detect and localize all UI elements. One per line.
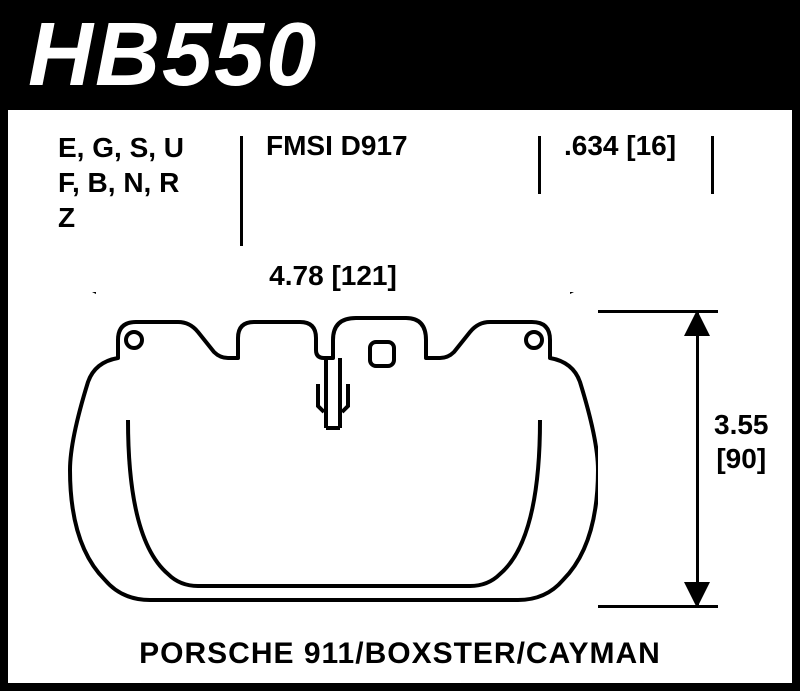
arrow-up-icon (684, 310, 710, 336)
compound-codes-line1: E, G, S, U (58, 130, 184, 165)
arrow-down-icon (684, 582, 710, 608)
height-mm: [90] (714, 442, 769, 476)
header-bar: HB550 (0, 0, 800, 110)
wear-clip (318, 384, 348, 412)
thickness: .634 [16] (564, 130, 676, 162)
compound-codes-line3: Z (58, 200, 184, 235)
separator-tick-3 (711, 136, 714, 194)
info-row: E, G, S, U F, B, N, R Z FMSI D917 .634 [… (8, 130, 792, 250)
height-dimension-label: 3.55 [90] (714, 408, 769, 475)
drawing-frame: HB550 E, G, S, U F, B, N, R Z FMSI D917 … (0, 0, 800, 691)
part-number: HB550 (28, 4, 318, 107)
separator-tick-2 (538, 136, 541, 194)
height-in: 3.55 (714, 408, 769, 442)
height-dimension-line (696, 312, 699, 606)
pad-outline-path (70, 318, 598, 600)
width-dimension-label-wrap: 4.78 [121] (8, 260, 658, 292)
fmsi-code: FMSI D917 (266, 130, 408, 162)
separator-tick-1 (240, 136, 243, 246)
sensor-slot (370, 342, 394, 366)
compound-codes-line2: F, B, N, R (58, 165, 184, 200)
fitment-label: PORSCHE 911/BOXSTER/CAYMAN (8, 637, 792, 671)
pad-inner-path (128, 420, 540, 586)
compound-codes: E, G, S, U F, B, N, R Z (58, 130, 184, 235)
mounting-hole-left (126, 332, 142, 348)
mounting-hole-right (526, 332, 542, 348)
width-dimension-label: 4.78 [121] (257, 260, 409, 292)
brake-pad-outline (68, 310, 598, 610)
